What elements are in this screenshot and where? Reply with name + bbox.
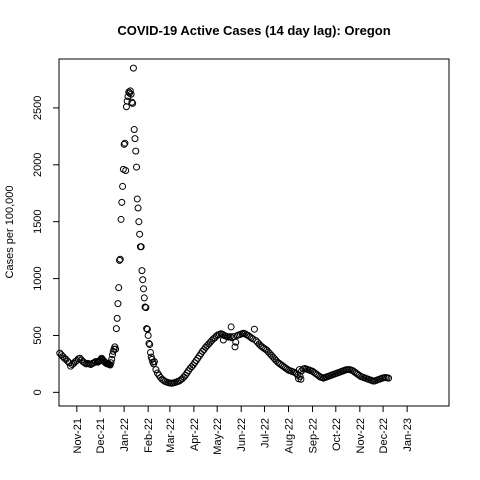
y-tick-label: 1000 <box>32 266 44 290</box>
data-point <box>219 336 227 344</box>
data-point <box>139 276 147 284</box>
x-tick-label: Apr-22 <box>189 418 201 451</box>
chart-title: COVID-19 Active Cases (14 day lag): Oreg… <box>117 23 390 38</box>
y-tick-label: 0 <box>32 389 44 395</box>
data-point <box>126 87 134 95</box>
y-tick-label: 1500 <box>32 209 44 233</box>
data-point <box>122 103 130 111</box>
data-point <box>130 126 138 134</box>
data-point <box>231 343 239 351</box>
data-point <box>129 64 137 72</box>
data-point <box>134 204 142 212</box>
data-point <box>226 333 234 341</box>
x-tick-label: Aug-22 <box>284 418 296 453</box>
x-tick-label: Oct-22 <box>331 418 343 451</box>
data-point <box>137 243 145 251</box>
data-point <box>107 359 115 367</box>
data-point <box>133 163 141 171</box>
data-point <box>108 355 116 363</box>
data-point <box>145 339 153 347</box>
data-point <box>117 215 125 223</box>
x-axis: Nov-21 Dec-21 Jan-22 Feb-22 Mar-22 Apr-22 May-… <box>72 405 414 455</box>
data-point <box>136 230 144 238</box>
data-point <box>64 357 72 365</box>
x-tick-label: Sep-22 <box>308 418 320 453</box>
data-point <box>119 182 127 190</box>
x-tick-label: Dec-22 <box>378 418 390 453</box>
data-point <box>115 284 123 292</box>
data-point <box>121 139 129 147</box>
data-point <box>227 323 235 331</box>
data-point <box>297 375 305 383</box>
data-point <box>120 140 128 148</box>
x-tick-label: Jul-22 <box>259 418 271 448</box>
data-point <box>118 198 126 206</box>
x-tick-label: Nov-22 <box>355 418 367 453</box>
x-tick-label: Dec-21 <box>95 418 107 453</box>
y-tick-label: 2000 <box>32 153 44 177</box>
x-tick-label: Jan-22 <box>119 418 131 452</box>
x-tick-label: Jun-22 <box>236 418 248 452</box>
data-point <box>232 338 240 346</box>
data-point <box>127 90 135 98</box>
data-point <box>148 355 156 363</box>
y-axis: 0 500 1000 1500 2000 2500 <box>32 96 60 395</box>
data-point <box>250 325 258 333</box>
x-tick-label: Mar-22 <box>165 418 177 453</box>
data-point <box>152 366 160 374</box>
x-tick-label: Jan-23 <box>402 418 414 452</box>
data-point <box>112 325 120 333</box>
data-point <box>135 218 143 226</box>
data-point <box>132 147 140 155</box>
data-point <box>140 285 148 293</box>
data-point <box>114 300 122 308</box>
y-tick-label: 2500 <box>32 96 44 120</box>
data-point <box>138 267 146 275</box>
plot-frame <box>58 58 450 407</box>
data-point <box>122 167 130 174</box>
data-point <box>81 359 89 367</box>
data-point <box>133 195 141 203</box>
data-point <box>125 88 133 96</box>
y-axis-label: Cases per 100,000 <box>4 186 16 279</box>
y-tick-label: 500 <box>32 326 44 344</box>
data-point <box>146 349 154 357</box>
data-point <box>116 255 124 263</box>
x-tick-label: Feb-22 <box>143 418 155 453</box>
data-point <box>112 345 120 353</box>
data-point <box>144 331 152 339</box>
data-point <box>188 363 196 371</box>
data-point <box>142 304 150 312</box>
data-points <box>56 64 393 387</box>
data-point <box>140 294 148 302</box>
data-point <box>150 358 158 366</box>
data-point <box>113 314 121 322</box>
x-tick-label: Nov-21 <box>72 418 84 453</box>
data-point <box>385 374 393 382</box>
x-tick-label: May-22 <box>212 418 224 455</box>
data-point <box>146 341 154 349</box>
data-point <box>128 98 136 106</box>
data-point <box>131 135 139 143</box>
data-point <box>115 256 123 264</box>
data-point <box>129 99 137 107</box>
